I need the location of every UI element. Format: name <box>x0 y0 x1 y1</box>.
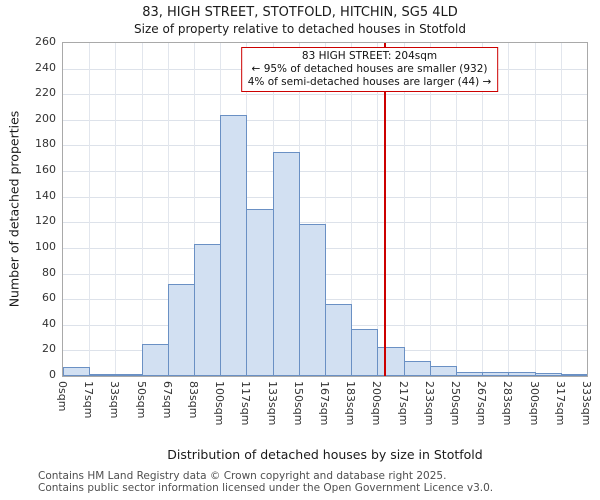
histogram-bar <box>535 373 562 376</box>
histogram-bar <box>561 374 587 376</box>
v-gridline <box>89 43 90 376</box>
x-tick-label: 300sqm <box>528 381 541 426</box>
marker-line <box>384 43 386 376</box>
x-axis-label: Distribution of detached houses by size … <box>167 447 483 462</box>
histogram-bar <box>351 329 378 376</box>
histogram-bar <box>115 374 143 376</box>
chart-title: 83, HIGH STREET, STOTFOLD, HITCHIN, SG5 … <box>142 5 458 20</box>
y-tick-label: 240 <box>35 61 56 74</box>
plot-area: 83 HIGH STREET: 204sqm ← 95% of detached… <box>62 42 588 377</box>
y-tick-label: 180 <box>35 137 56 150</box>
footer-line1: Contains HM Land Registry data © Crown c… <box>38 470 447 482</box>
v-gridline <box>142 43 143 376</box>
y-tick-label: 260 <box>35 35 56 48</box>
x-tick-label: 33sqm <box>108 381 121 419</box>
chart-subtitle: Size of property relative to detached ho… <box>134 22 466 36</box>
y-tick-label: 20 <box>42 342 56 355</box>
v-gridline <box>115 43 116 376</box>
v-gridline <box>168 43 169 376</box>
v-gridline <box>430 43 431 376</box>
x-tick-label: 133sqm <box>266 381 279 426</box>
histogram-bar <box>89 374 116 376</box>
histogram-bar <box>299 224 326 376</box>
histogram-bar <box>404 361 431 376</box>
y-tick-label: 80 <box>42 266 56 279</box>
v-gridline <box>194 43 195 376</box>
histogram-bar <box>142 344 169 376</box>
histogram-bar <box>325 304 352 376</box>
y-tick-label: 100 <box>35 240 56 253</box>
histogram-bar <box>168 284 195 376</box>
y-tick-label: 120 <box>35 214 56 227</box>
v-gridline <box>404 43 405 376</box>
x-tick-label: 100sqm <box>213 381 226 426</box>
v-gridline <box>351 43 352 376</box>
v-gridline <box>377 43 378 376</box>
v-gridline <box>561 43 562 376</box>
histogram-bar <box>430 366 457 376</box>
x-tick-label: 183sqm <box>344 381 357 426</box>
x-tick-label: 150sqm <box>292 381 305 426</box>
x-tick-label: 50sqm <box>135 381 148 419</box>
histogram-bar <box>63 367 90 376</box>
y-tick-label: 160 <box>35 163 56 176</box>
histogram-bar <box>508 372 536 376</box>
x-tick-label: 233sqm <box>423 381 436 426</box>
x-tick-label: 200sqm <box>370 381 383 426</box>
x-tick-label: 117sqm <box>239 381 252 426</box>
histogram-bar <box>377 347 405 376</box>
footer-line2: Contains public sector information licen… <box>38 482 494 494</box>
v-gridline <box>456 43 457 376</box>
x-tick-label: 267sqm <box>475 381 488 426</box>
x-tick-label: 167sqm <box>318 381 331 426</box>
histogram-bar <box>482 372 509 376</box>
x-tick-label: 0sqm <box>56 381 69 412</box>
x-tick-label: 317sqm <box>554 381 567 426</box>
y-tick-label: 0 <box>49 368 56 381</box>
v-gridline <box>482 43 483 376</box>
annotation-line1: 83 HIGH STREET: 204sqm <box>301 50 438 62</box>
v-gridline <box>325 43 326 376</box>
x-tick-label: 283sqm <box>501 381 514 426</box>
y-tick-label: 200 <box>35 112 56 125</box>
x-tick-label: 17sqm <box>82 381 95 419</box>
histogram-bar <box>246 209 274 376</box>
x-tick-label: 83sqm <box>187 381 200 419</box>
y-tick-label: 140 <box>35 189 56 202</box>
y-tick-label: 60 <box>42 291 56 304</box>
x-tick-label: 67sqm <box>161 381 174 419</box>
histogram-bar <box>456 372 483 376</box>
annotation-line3: 4% of semi-detached houses are larger (4… <box>247 76 492 88</box>
y-tick-label: 40 <box>42 317 56 330</box>
histogram-bar <box>194 244 221 376</box>
v-gridline <box>535 43 536 376</box>
v-gridline <box>508 43 509 376</box>
x-tick-label: 250sqm <box>449 381 462 426</box>
y-tick-label: 220 <box>35 86 56 99</box>
x-tick-label: 333sqm <box>580 381 593 426</box>
annotation-line2: ← 95% of detached houses are smaller (93… <box>251 63 488 75</box>
x-tick-label: 217sqm <box>397 381 410 426</box>
annotation-box: 83 HIGH STREET: 204sqm ← 95% of detached… <box>240 47 499 92</box>
histogram-bar <box>273 152 300 376</box>
histogram-bar <box>220 115 247 376</box>
